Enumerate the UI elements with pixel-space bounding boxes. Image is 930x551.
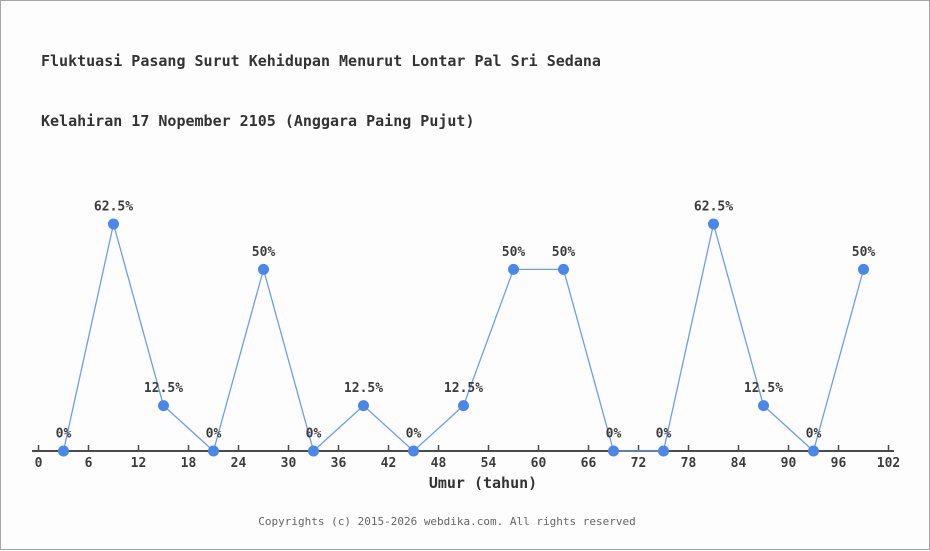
data-point-label: 0% (56, 427, 72, 442)
x-axis-tick-label: 102 (877, 456, 900, 471)
data-point[interactable] (108, 218, 119, 230)
x-axis-tick-label: 66 (581, 456, 597, 471)
data-point-label: 62.5% (694, 200, 733, 215)
data-point[interactable] (308, 445, 319, 457)
data-point[interactable] (858, 263, 869, 275)
x-axis-tick-label: 48 (431, 456, 447, 471)
x-axis-title: Umur (tahun) (429, 474, 537, 492)
data-point-label: 50% (552, 245, 576, 260)
chart-title-line-2: Kelahiran 17 Nopember 2105 (Anggara Pain… (41, 112, 475, 130)
copyright-footer: Copyrights (c) 2015-2026 webdika.com. Al… (258, 515, 636, 528)
data-point[interactable] (258, 263, 269, 275)
x-axis-tick-label: 54 (481, 456, 497, 471)
data-point-label: 0% (806, 427, 822, 442)
data-point[interactable] (758, 400, 769, 412)
x-axis-tick-label: 90 (781, 456, 797, 471)
chart-title-line-1: Fluktuasi Pasang Surut Kehidupan Menurut… (41, 52, 601, 70)
data-point-label: 62.5% (94, 200, 133, 215)
x-axis-tick-label: 18 (181, 456, 197, 471)
data-point-label: 12.5% (444, 381, 483, 396)
data-point-label: 12.5% (744, 381, 783, 396)
data-point[interactable] (708, 218, 719, 230)
x-axis-tick-label: 24 (231, 456, 247, 471)
data-point-label: 0% (306, 427, 322, 442)
data-point[interactable] (808, 445, 819, 457)
data-point[interactable] (558, 263, 569, 275)
data-point[interactable] (658, 445, 669, 457)
x-axis-tick-label: 30 (281, 456, 297, 471)
x-axis-tick-label: 6 (85, 456, 93, 471)
data-point-label: 50% (852, 245, 876, 260)
data-point[interactable] (358, 400, 369, 412)
x-axis-tick-label: 72 (631, 456, 647, 471)
x-axis-tick-label: 36 (331, 456, 347, 471)
data-point-label: 0% (656, 427, 672, 442)
data-point-label: 50% (502, 245, 526, 260)
chart-title: Fluktuasi Pasang Surut Kehidupan Menurut… (41, 11, 601, 151)
x-axis-tick-label: 96 (831, 456, 847, 471)
data-point-label: 0% (606, 427, 622, 442)
x-axis-tick-label: 0 (35, 456, 43, 471)
series-line (62, 223, 865, 453)
x-axis-tick-label: 84 (731, 456, 747, 471)
x-axis-tick-label: 78 (681, 456, 697, 471)
data-point[interactable] (208, 445, 219, 457)
data-point[interactable] (508, 263, 519, 275)
data-point[interactable] (458, 400, 469, 412)
data-point[interactable] (408, 445, 419, 457)
data-point-label: 12.5% (344, 381, 383, 396)
data-point[interactable] (158, 400, 169, 412)
x-axis-tick-label: 12 (131, 456, 147, 471)
data-point-label: 0% (206, 427, 222, 442)
x-axis-tick-label: 42 (381, 456, 397, 471)
data-point-label: 12.5% (144, 381, 183, 396)
data-point-label: 0% (406, 427, 422, 442)
data-point[interactable] (58, 445, 69, 457)
data-point-label: 50% (252, 245, 276, 260)
x-axis-tick-label: 60 (531, 456, 547, 471)
data-point[interactable] (608, 445, 619, 457)
